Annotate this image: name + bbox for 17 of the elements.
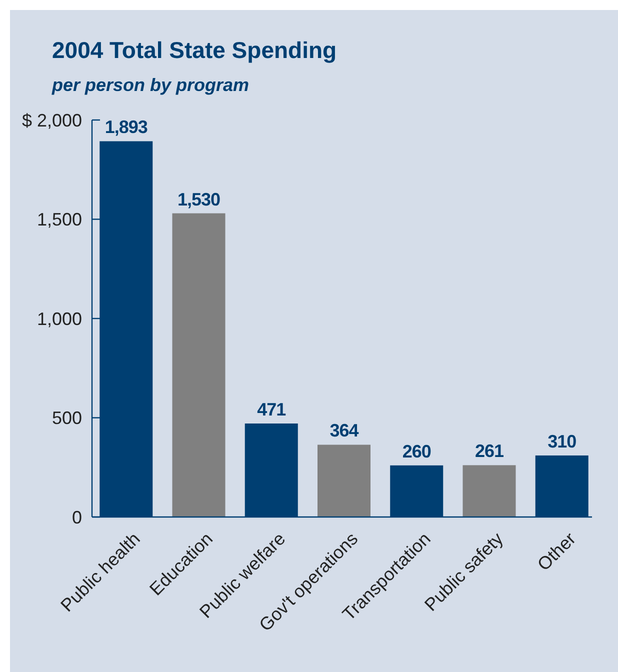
chart-subtitle: per person by program — [51, 75, 250, 95]
data-label: 260 — [402, 441, 432, 462]
data-label: 261 — [474, 441, 504, 462]
data-label: 310 — [548, 431, 577, 452]
chart-title: 2004 Total State Spending — [52, 37, 337, 63]
y-tick-label: 0 — [72, 507, 82, 528]
bar — [317, 444, 371, 517]
y-tick-label: 500 — [52, 408, 82, 428]
data-label: 364 — [330, 420, 359, 441]
y-tick-label: 1,500 — [36, 210, 82, 230]
bar — [172, 213, 226, 517]
y-tick-label: 1,000 — [36, 308, 82, 329]
y-tick-label: $ 2,000 — [22, 110, 82, 130]
bar — [462, 465, 516, 517]
data-label: 1,530 — [177, 189, 221, 210]
data-label: 1,893 — [104, 117, 148, 138]
data-label: 471 — [257, 400, 286, 420]
